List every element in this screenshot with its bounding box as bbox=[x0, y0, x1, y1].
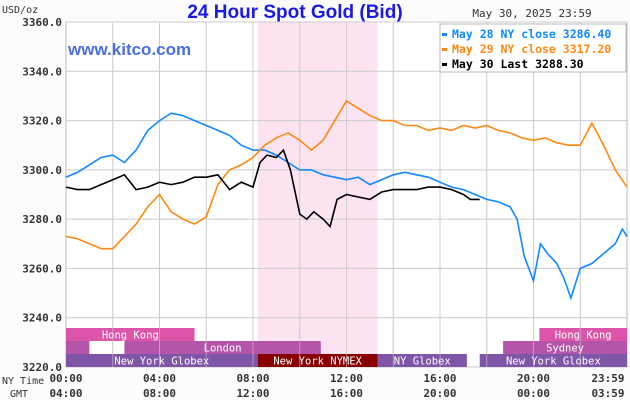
x-tick-ny: 08:00 bbox=[236, 372, 269, 385]
x-tick-gmt: 04:00 bbox=[49, 387, 82, 400]
session-bar bbox=[479, 354, 627, 367]
session-label: Sydney bbox=[546, 343, 584, 355]
session-label: New York Globex bbox=[114, 356, 209, 368]
y-axis-label: USD/oz bbox=[2, 5, 38, 16]
session-bar bbox=[124, 341, 321, 354]
session-bar bbox=[66, 341, 90, 354]
x-tick-gmt: 20:00 bbox=[423, 387, 456, 400]
x-tick-ny: 16:00 bbox=[423, 372, 456, 385]
y-tick-label: 3300.0 bbox=[22, 164, 62, 177]
session-label: London bbox=[204, 343, 242, 355]
legend-entry: May 30 Last 3288.30 bbox=[452, 57, 584, 71]
session-label: New York NYMEX bbox=[273, 356, 362, 368]
x-tick-ny: 12:00 bbox=[330, 372, 363, 385]
series-line-2 bbox=[65, 148, 480, 229]
x-tick-gmt: 03:59 bbox=[591, 387, 624, 400]
x-tick-gmt: 08:00 bbox=[143, 387, 176, 400]
y-tick-label: 3360.0 bbox=[22, 16, 62, 29]
series-line-1 bbox=[65, 99, 628, 250]
session-bar bbox=[377, 354, 467, 367]
legend-swatch bbox=[442, 63, 447, 66]
session-bar bbox=[503, 341, 627, 354]
x-tick-ny: 00:00 bbox=[49, 372, 82, 385]
session-label: New York Globex bbox=[506, 356, 601, 368]
session-label: Hong Kong bbox=[102, 330, 159, 342]
series-line-0 bbox=[65, 112, 628, 301]
y-tick-label: 3260.0 bbox=[22, 262, 62, 275]
y-tick-label: 3320.0 bbox=[22, 115, 62, 128]
session-bar bbox=[257, 354, 378, 367]
session-label: Hong Kong bbox=[555, 330, 612, 342]
legend-entry: May 28 NY close 3286.40 bbox=[452, 27, 611, 41]
y-tick-label: 3340.0 bbox=[22, 65, 62, 78]
legend-swatch bbox=[442, 33, 447, 36]
date-label: May 30, 2025 23:59 bbox=[472, 7, 591, 20]
x-tick-ny: 20:00 bbox=[517, 372, 550, 385]
nymex-highlight bbox=[257, 22, 378, 367]
session-bar bbox=[66, 328, 195, 341]
y-tick-label: 3280.0 bbox=[22, 213, 62, 226]
chart-title: 24 Hour Spot Gold (Bid) bbox=[187, 2, 402, 23]
session-bar bbox=[539, 328, 627, 341]
session-label: NY Globex bbox=[394, 356, 451, 368]
gmt-label: GMT bbox=[10, 389, 28, 400]
x-tick-gmt: 16:00 bbox=[330, 387, 363, 400]
y-tick-label: 3220.0 bbox=[22, 361, 62, 374]
x-tick-gmt: 00:00 bbox=[517, 387, 550, 400]
x-tick-ny: 23:59 bbox=[591, 372, 624, 385]
y-tick-label: 3240.0 bbox=[22, 312, 62, 325]
x-tick-gmt: 12:00 bbox=[236, 387, 269, 400]
x-tick-ny: 04:00 bbox=[143, 372, 176, 385]
legend-box bbox=[439, 23, 627, 73]
legend-entry: May 29 NY close 3317.20 bbox=[452, 42, 611, 56]
kitco-watermark: www.kitco.com bbox=[67, 40, 191, 59]
legend-swatch bbox=[442, 48, 447, 51]
session-bar bbox=[66, 354, 258, 367]
ny-time-label: NY Time bbox=[2, 376, 44, 387]
